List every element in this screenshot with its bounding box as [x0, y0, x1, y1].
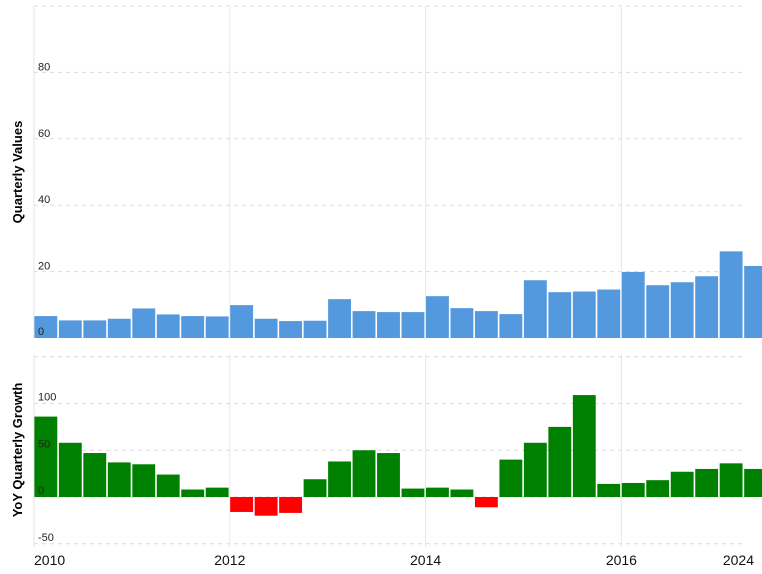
bottom-bar-positive — [401, 488, 425, 497]
bottom-bar-positive — [58, 442, 82, 497]
top-ticks: 0 20 40 60 80 — [38, 61, 50, 338]
top-bar — [279, 321, 303, 338]
bottom-bar-positive — [670, 471, 694, 497]
top-bar — [646, 285, 670, 338]
x-tick-label: 2010 — [34, 552, 65, 568]
top-bar — [744, 265, 762, 338]
bottom-grid — [33, 354, 743, 547]
top-bar — [58, 320, 82, 338]
bottom-bar-positive — [352, 450, 376, 497]
top-y-tick-label: 20 — [38, 261, 50, 273]
top-bar — [83, 320, 107, 338]
x-axis-ticks: 20102012201420162018202020222024 — [34, 552, 754, 568]
bottom-bar-positive — [719, 463, 743, 497]
top-y-tick-label: 80 — [38, 61, 50, 73]
bottom-y-tick-label: 0 — [38, 485, 44, 497]
bottom-bar-positive — [83, 453, 107, 497]
x-tick-label: 2016 — [606, 552, 637, 568]
x-tick-label: 2012 — [214, 552, 245, 568]
bottom-bar-negative — [254, 497, 278, 516]
bottom-bar-negative — [474, 497, 498, 508]
top-bar — [474, 311, 498, 338]
top-bar — [597, 289, 621, 338]
bottom-bar-positive — [34, 416, 58, 497]
top-bar — [230, 305, 254, 338]
bottom-bar-positive — [303, 479, 327, 497]
top-bar — [523, 280, 547, 338]
top-bar — [254, 318, 278, 338]
top-bar — [670, 282, 694, 338]
top-bar — [695, 276, 719, 338]
bottom-bar-positive — [156, 474, 180, 497]
bottom-y-tick-label: 100 — [38, 392, 56, 404]
top-bar — [156, 314, 180, 338]
bottom-y-tick-label: -50 — [38, 532, 54, 544]
bottom-bar-positive — [523, 442, 547, 497]
top-y-tick-label: 60 — [38, 128, 50, 140]
top-y-axis-label: Quarterly Values — [10, 121, 25, 224]
x-tick-label: 2024 — [723, 552, 754, 568]
bottom-bar-positive — [621, 482, 645, 497]
bottom-bar-positive — [695, 468, 719, 497]
top-grid — [33, 5, 743, 338]
bottom-bar-positive — [132, 464, 156, 497]
top-bar — [548, 292, 572, 338]
bottom-bar-positive — [744, 468, 762, 497]
top-bar — [377, 312, 400, 338]
top-y-tick-label: 40 — [38, 194, 50, 206]
bottom-bar-negative — [279, 497, 303, 513]
top-bar — [107, 318, 131, 338]
bottom-y-tick-label: 50 — [38, 438, 50, 450]
top-bar — [450, 308, 474, 338]
bottom-bar-positive — [450, 489, 474, 497]
bottom-ticks: -50 0 50 100 — [38, 392, 56, 544]
top-bars — [34, 251, 762, 338]
bottom-bar-positive — [328, 461, 351, 497]
top-bar — [572, 291, 596, 338]
top-bar — [328, 299, 351, 338]
bottom-y-axis-label: YoY Quarterly Growth — [10, 383, 25, 518]
bottom-bar-positive — [646, 480, 670, 497]
top-bar — [352, 311, 376, 338]
top-y-tick-label: 0 — [38, 326, 44, 338]
bottom-bar-negative — [230, 497, 254, 512]
bottom-bar-positive — [499, 459, 523, 497]
top-bar — [34, 316, 58, 338]
bottom-bar-positive — [181, 489, 205, 497]
top-bar — [303, 320, 327, 338]
top-bar — [132, 308, 156, 338]
top-bar — [401, 312, 425, 338]
top-bar — [205, 316, 229, 338]
bottom-bar-positive — [426, 487, 449, 497]
bottom-bar-positive — [205, 487, 229, 497]
bottom-bar-positive — [548, 426, 572, 497]
top-bar — [719, 251, 743, 338]
bottom-bar-positive — [107, 462, 131, 497]
top-bar — [621, 271, 645, 338]
bottom-bar-positive — [572, 395, 596, 497]
x-tick-label: 2014 — [410, 552, 441, 568]
bottom-bars — [34, 395, 762, 516]
top-bar — [426, 296, 449, 338]
bottom-bar-positive — [377, 453, 400, 497]
bottom-bar-positive — [597, 483, 621, 497]
top-bar — [499, 314, 523, 338]
top-bar — [181, 316, 205, 338]
